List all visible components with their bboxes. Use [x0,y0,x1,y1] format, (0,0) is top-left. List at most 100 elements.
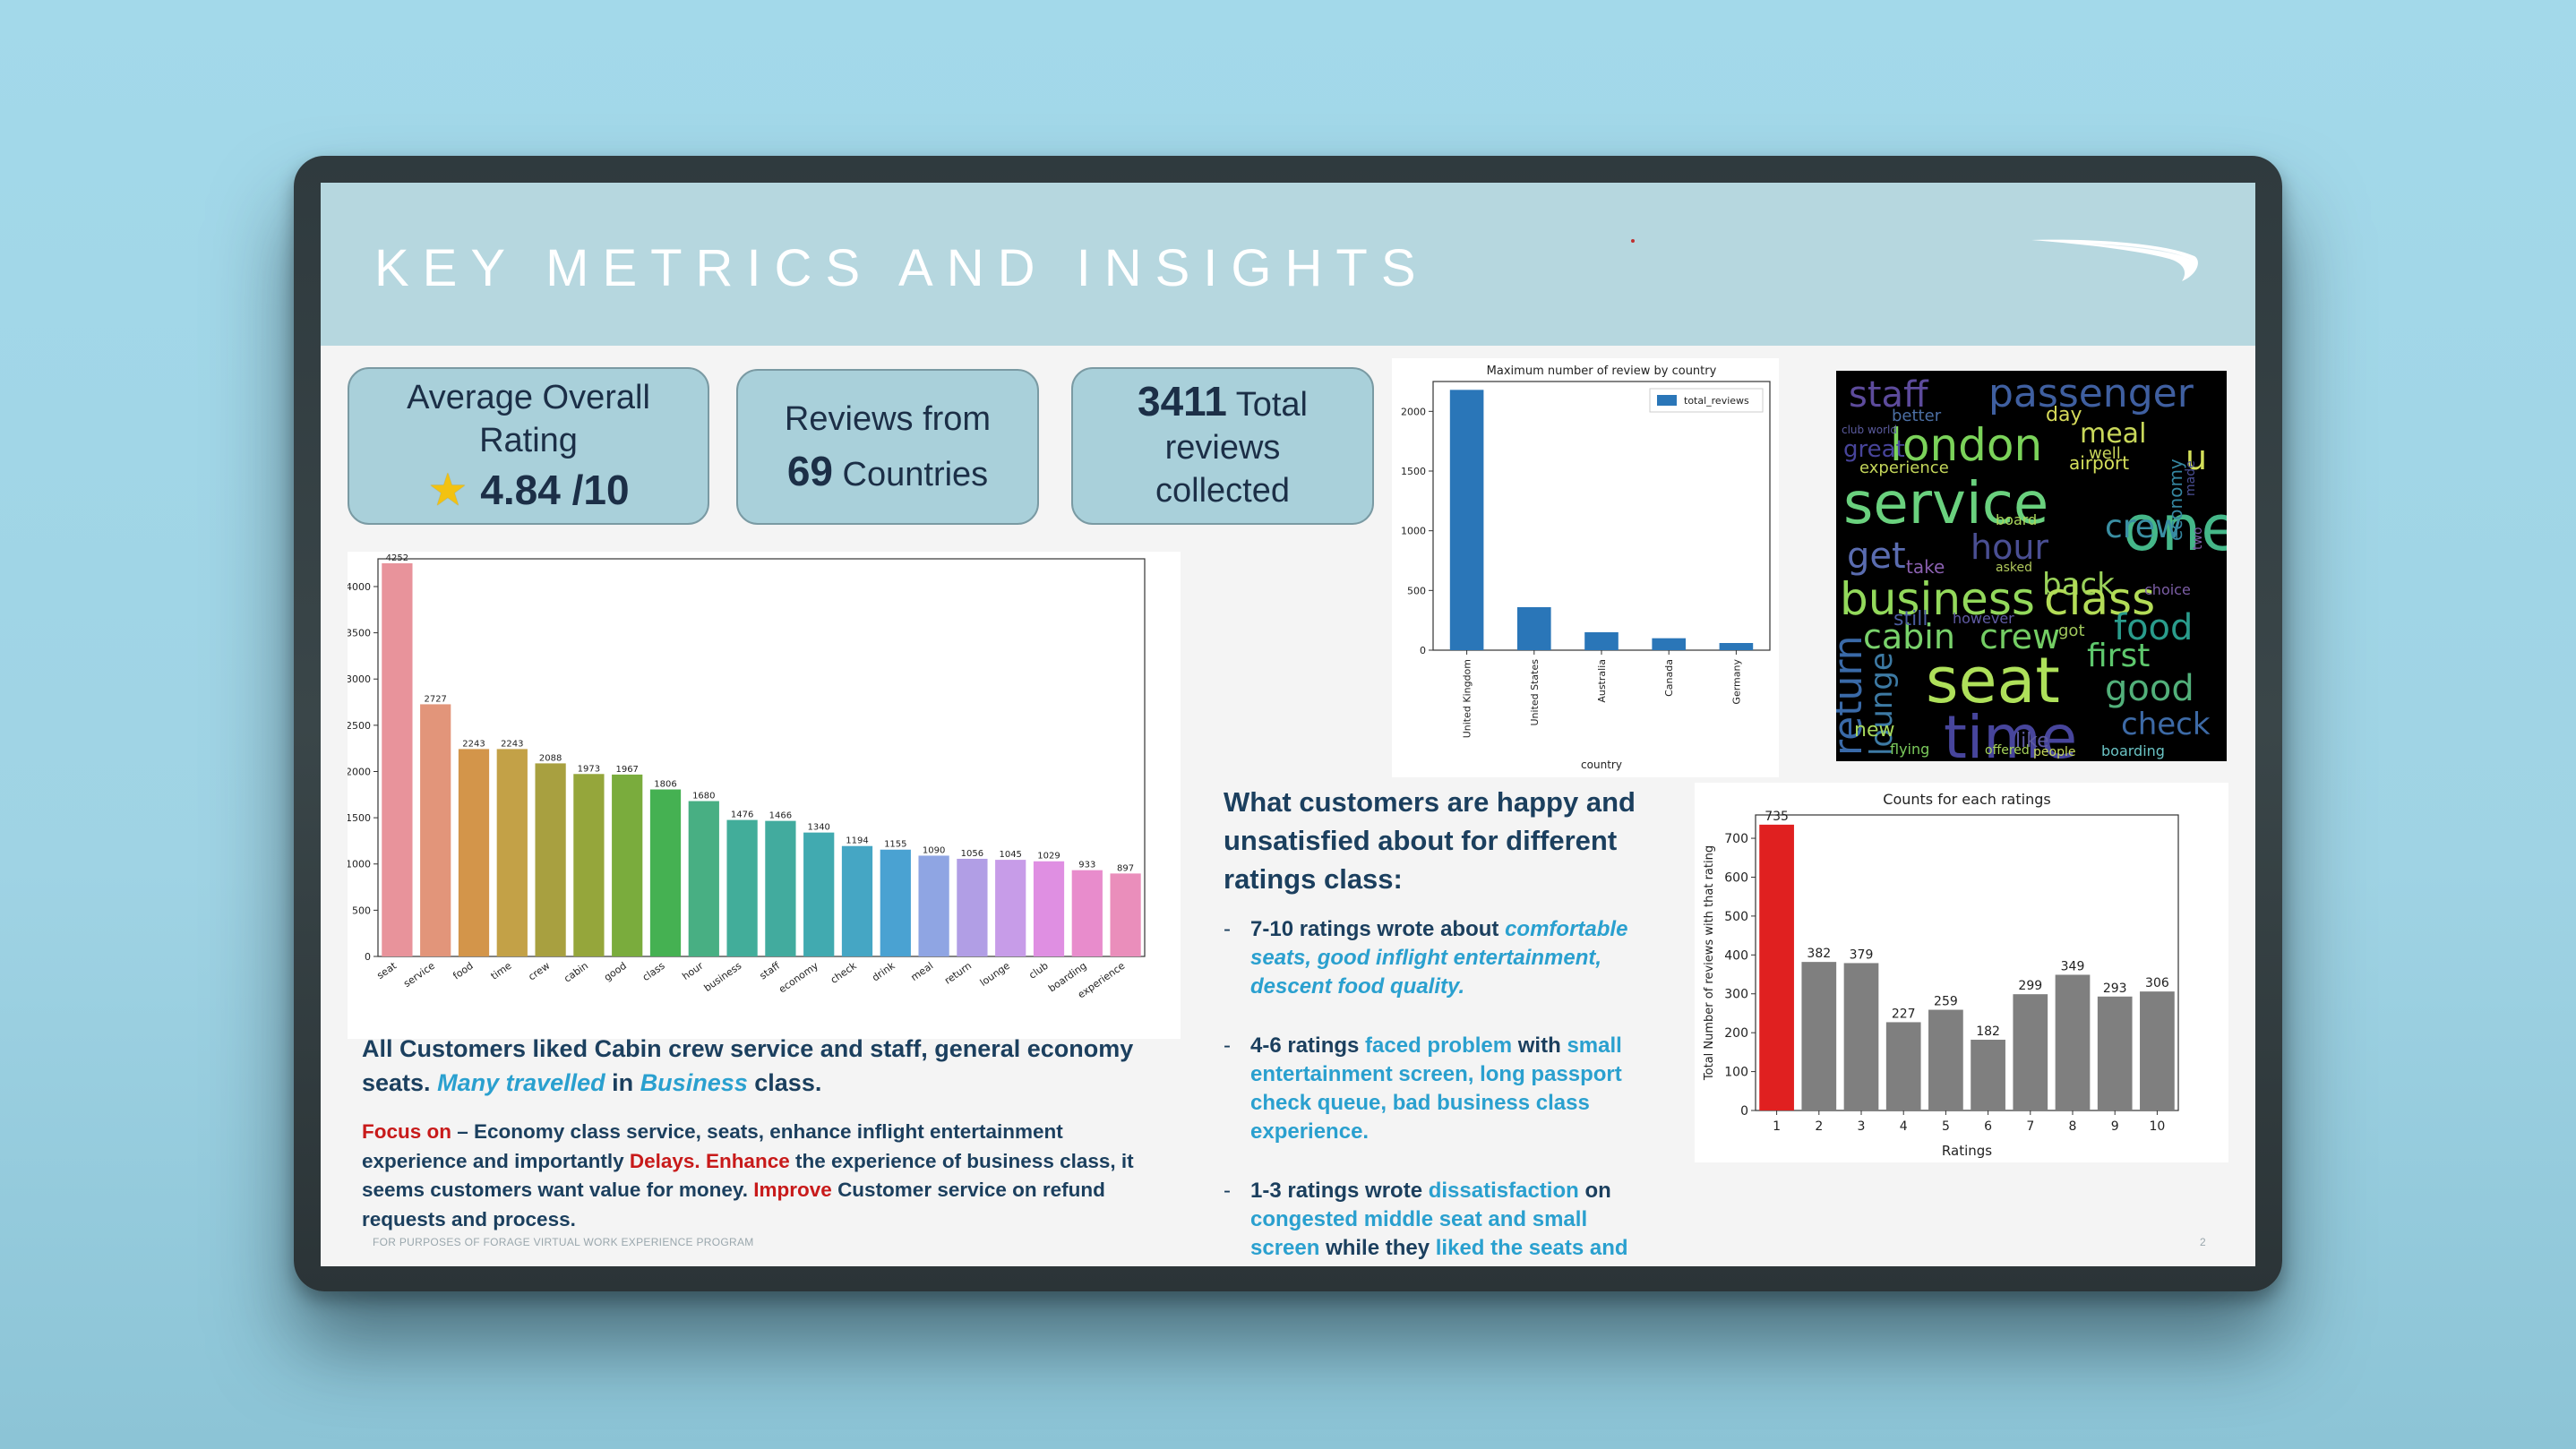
b3-text: 1-3 ratings wrote [1250,1179,1423,1203]
x-tick-label: meal [909,960,936,983]
b3-liked: liked the seats and the food [1250,1236,1628,1266]
liked-text: All Customers liked Cabin crew service a… [362,1035,1134,1096]
word-cloud-word: board [1996,511,2037,528]
countries-label: Reviews from [784,400,992,438]
y-tick-label: 600 [1724,870,1748,885]
business-text: Business [640,1069,748,1096]
x-tick-label: 5 [1942,1119,1950,1134]
data-label: 293 [2103,982,2127,996]
data-label: 735 [1765,810,1789,824]
y-tick-label: 2000 [1401,406,1426,417]
bullet-7-10: 7-10 ratings wrote about comfortable sea… [1224,915,1662,1001]
data-label: 382 [1807,947,1831,961]
footer-text: FOR PURPOSES OF FORAGE VIRTUAL WORK EXPE… [373,1236,754,1248]
x-tick-label: business [702,960,744,994]
x-tick-label: Canada [1663,659,1675,697]
word-cloud-word: return [1836,635,1871,756]
b3-on: on [1584,1179,1611,1203]
y-tick-label: 1000 [348,859,371,870]
x-tick-label: seat [374,959,399,982]
bar [995,860,1026,956]
x-axis-label: Ratings [1942,1143,1992,1159]
word-cloud-word: got [2058,622,2085,640]
y-tick-label: 2500 [348,720,371,732]
data-label: 379 [1850,947,1874,962]
rating-value: 4.84 /10 [480,467,630,513]
bar [918,855,949,956]
ratings-bullets: 7-10 ratings wrote about comfortable sea… [1224,915,1662,1266]
word-cloud-word: check [2121,707,2211,742]
y-axis-label: Total Number of reviews with that rating [1703,845,1716,1081]
b1-text: 7-10 ratings wrote about [1250,917,1499,941]
legend-label: total_reviews [1684,395,1749,407]
reviews-line2: reviews [1164,429,1281,467]
x-tick-label: hour [680,960,705,982]
y-tick-label: 200 [1724,1026,1748,1041]
word-cloud-word: club world [1842,424,1897,436]
word-cloud-word: hour [1971,527,2048,567]
focus-text-1: – Economy class service, seats, enhance … [362,1120,1063,1172]
bar [2013,994,2048,1110]
bar [688,801,719,956]
bar [535,763,566,956]
word-cloud-word: well [2089,444,2121,463]
data-label: 306 [2145,976,2169,990]
class-text: class. [754,1069,822,1096]
y-tick-label: 100 [1724,1066,1748,1080]
bar [1071,870,1103,956]
word-cloud-word: one [2123,492,2227,565]
y-tick-label: 4000 [348,581,371,593]
y-tick-label: 1500 [1401,466,1426,477]
page-number: 2 [2200,1236,2206,1248]
data-label: 1155 [884,840,906,850]
data-label: 2243 [501,739,523,749]
data-label: 182 [1976,1025,2000,1039]
bar [1971,1039,2005,1110]
data-label: 1466 [769,811,792,821]
bar [496,749,528,956]
b2-highlight: faced problem [1365,1033,1513,1058]
total-reviews-card: 3411 Total reviews collected [1071,367,1374,525]
word-cloud-word: seat [1926,644,2060,717]
x-tick-label: good [602,960,629,983]
x-tick-label: 3 [1858,1119,1866,1134]
reviews-suffix: Total [1235,386,1308,424]
word-cloud-word: cabin [1863,617,1955,656]
bar [1449,390,1484,650]
bar [2097,996,2133,1110]
b3-highlight: dissatisfaction [1428,1179,1579,1203]
word-cloud-word: choice [2144,581,2191,598]
countries-card: Reviews from 69 Countries [736,369,1039,525]
b2-text: 4-6 ratings [1250,1033,1360,1058]
word-cloud-word: take [1906,556,1945,578]
data-label: 2088 [539,753,562,763]
countries-value: 69 [786,448,833,494]
word-cloud-word: better [1892,407,1942,425]
word-cloud-word: experience [1859,459,1949,477]
x-tick-label: 8 [2069,1119,2077,1134]
bar [880,849,911,956]
y-tick-label: 2000 [348,766,371,777]
x-tick-label: return [942,960,974,987]
bar [803,832,835,956]
word-cloud-word: made [2184,460,2198,496]
bar [612,774,643,956]
data-label: 1967 [615,765,638,775]
word-cloud-word: boarding [2101,742,2165,759]
country-chart: Maximum number of review by country 0 500 1… [1392,358,1779,777]
star-icon: ★ [427,465,468,515]
word-cloud: staff passenger london meal service one u get cr… [1836,371,2227,761]
chart-title: Maximum number of review by country [1487,364,1717,378]
reviews-line3: collected [1155,472,1290,510]
page-title: KEY METRICS AND INSIGHTS [374,239,1430,297]
bar [1885,1022,1921,1110]
word-cloud-word: service [1843,471,2048,537]
data-label: 1090 [923,845,945,855]
word-cloud-word: staff [1849,374,1929,416]
word-cloud-word: flying [1890,741,1929,758]
bar [382,562,413,956]
word-cloud-word: still [1893,608,1928,630]
bar [649,789,682,956]
x-tick-label: crew [526,960,552,983]
word-cloud-word: back [2042,567,2115,603]
